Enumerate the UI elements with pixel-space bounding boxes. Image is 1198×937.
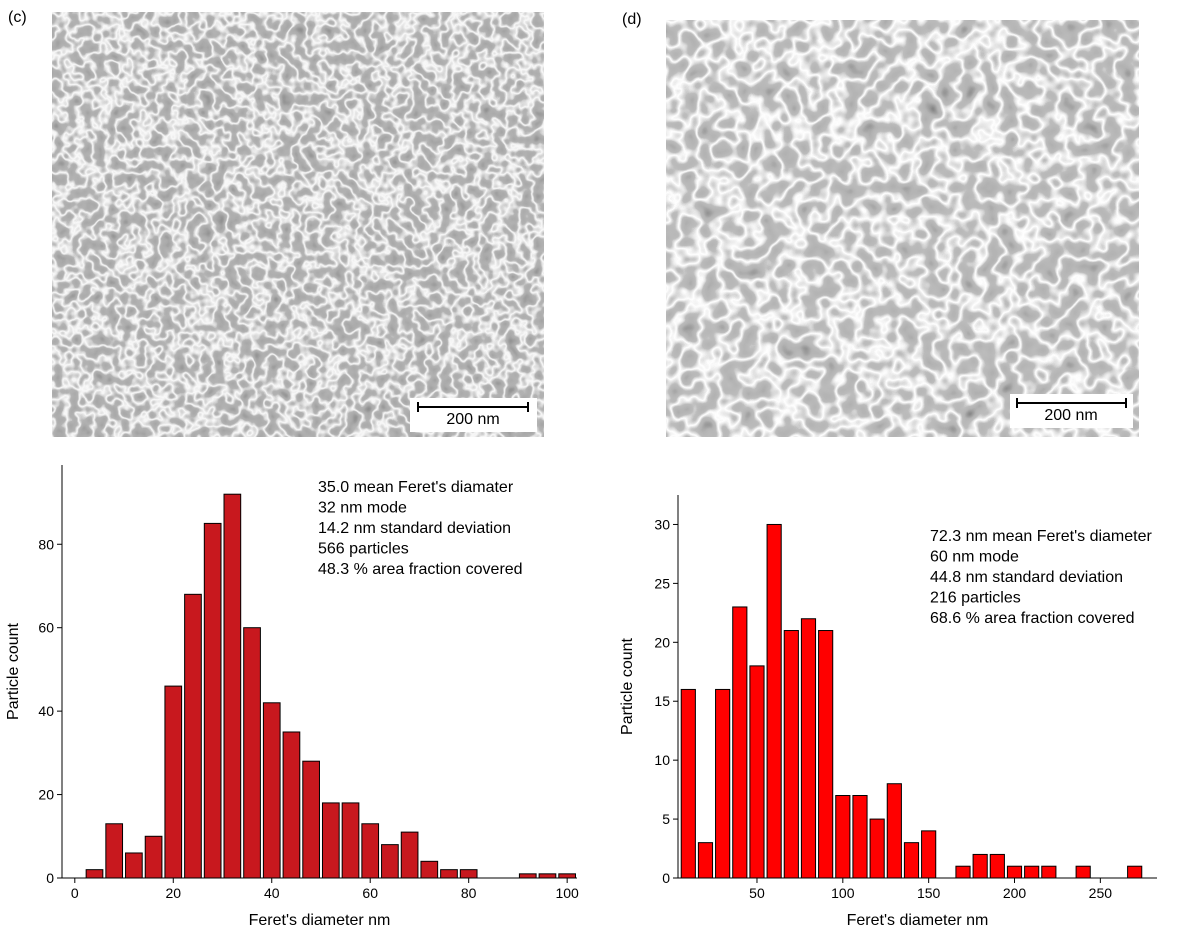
scale-bar bbox=[417, 402, 529, 412]
x-tick-label: 100 bbox=[831, 885, 855, 901]
bar bbox=[1127, 865, 1143, 879]
annotation: 68.6 % area fraction covered bbox=[930, 610, 1135, 627]
y-tick-label: 0 bbox=[662, 870, 670, 886]
bar bbox=[818, 630, 834, 879]
panel-label: (c) bbox=[8, 9, 27, 26]
x-tick-label: 60 bbox=[362, 885, 378, 901]
scale-bar-label: 200 nm bbox=[446, 411, 499, 428]
bar bbox=[1075, 865, 1091, 879]
bar bbox=[125, 852, 143, 879]
micrograph bbox=[52, 12, 544, 437]
bar bbox=[184, 593, 202, 879]
bar bbox=[518, 873, 537, 879]
bar bbox=[262, 702, 281, 879]
bar bbox=[903, 842, 920, 879]
bar bbox=[835, 795, 851, 879]
bar bbox=[1024, 865, 1040, 879]
y-tick-label: 25 bbox=[654, 575, 670, 591]
bar bbox=[886, 783, 902, 879]
x-tick-label: 20 bbox=[165, 885, 181, 901]
scale-bar-box bbox=[410, 398, 537, 432]
x-axis-label: Feret's diameter nm bbox=[847, 912, 989, 929]
y-tick-label: 30 bbox=[654, 516, 670, 532]
bar bbox=[783, 630, 799, 879]
bar bbox=[766, 523, 782, 879]
scale-bar-box bbox=[1010, 394, 1133, 428]
x-tick-label: 200 bbox=[1003, 885, 1027, 901]
bar bbox=[105, 823, 124, 879]
y-tick-label: 5 bbox=[662, 811, 670, 827]
bar bbox=[164, 685, 183, 879]
annotation: 32 nm mode bbox=[318, 500, 407, 517]
bar bbox=[282, 731, 301, 879]
y-tick-label: 15 bbox=[654, 693, 670, 709]
bar bbox=[972, 853, 988, 879]
bar bbox=[203, 522, 222, 879]
bar bbox=[1006, 865, 1023, 879]
bar bbox=[800, 618, 817, 879]
x-tick-label: 50 bbox=[749, 885, 765, 901]
bar bbox=[440, 869, 458, 879]
y-axis-label: Particle count bbox=[619, 637, 636, 734]
bar bbox=[989, 853, 1005, 879]
y-tick-label: 10 bbox=[654, 752, 670, 768]
bar bbox=[955, 865, 971, 879]
bar bbox=[1041, 865, 1057, 879]
panel-label: (d) bbox=[622, 11, 642, 28]
annotation: 14.2 nm standard deviation bbox=[318, 520, 511, 537]
bar bbox=[400, 831, 419, 879]
x-tick-label: 80 bbox=[461, 885, 477, 901]
bar bbox=[361, 823, 380, 879]
bar bbox=[680, 688, 696, 879]
bar bbox=[85, 869, 104, 879]
annotation: 48.3 % area fraction covered bbox=[318, 561, 523, 578]
bar bbox=[732, 606, 748, 879]
annotation: 566 particles bbox=[318, 541, 409, 558]
annotation: 44.8 nm standard deviation bbox=[930, 569, 1123, 586]
bar bbox=[459, 869, 478, 879]
x-tick-label: 250 bbox=[1089, 885, 1113, 901]
bar bbox=[852, 795, 868, 879]
bar bbox=[302, 760, 320, 879]
bar bbox=[223, 493, 242, 879]
bar bbox=[921, 830, 937, 879]
bar bbox=[420, 860, 439, 879]
bar bbox=[538, 873, 557, 879]
annotation: 72.3 nm mean Feret's diameter bbox=[930, 528, 1152, 545]
bar bbox=[321, 802, 340, 879]
bar bbox=[243, 627, 261, 879]
annotation: 35.0 mean Feret's diamater bbox=[318, 479, 514, 496]
bar bbox=[144, 835, 163, 879]
bar bbox=[697, 842, 714, 879]
scale-bar-label: 200 nm bbox=[1044, 407, 1097, 424]
x-tick-label: 100 bbox=[555, 885, 579, 901]
y-tick-label: 0 bbox=[46, 870, 54, 886]
x-axis-label: Feret's diameter nm bbox=[249, 912, 391, 929]
x-tick-label: 40 bbox=[264, 885, 280, 901]
bar bbox=[869, 818, 885, 879]
scale-bar bbox=[1016, 398, 1127, 408]
y-axis-label: Particle count bbox=[5, 622, 22, 719]
x-tick-label: 150 bbox=[917, 885, 941, 901]
bar bbox=[381, 844, 399, 879]
y-tick-label: 40 bbox=[38, 703, 54, 719]
bar bbox=[715, 688, 731, 879]
bar bbox=[749, 665, 765, 879]
annotation: 216 particles bbox=[930, 590, 1021, 607]
bar bbox=[341, 802, 360, 879]
bar bbox=[558, 873, 576, 879]
annotation: 60 nm mode bbox=[930, 549, 1019, 566]
y-tick-label: 80 bbox=[38, 536, 54, 552]
y-tick-label: 20 bbox=[38, 787, 54, 803]
y-tick-label: 60 bbox=[38, 620, 54, 636]
micrograph bbox=[666, 20, 1139, 437]
y-tick-label: 20 bbox=[654, 634, 670, 650]
x-tick-label: 0 bbox=[71, 885, 79, 901]
